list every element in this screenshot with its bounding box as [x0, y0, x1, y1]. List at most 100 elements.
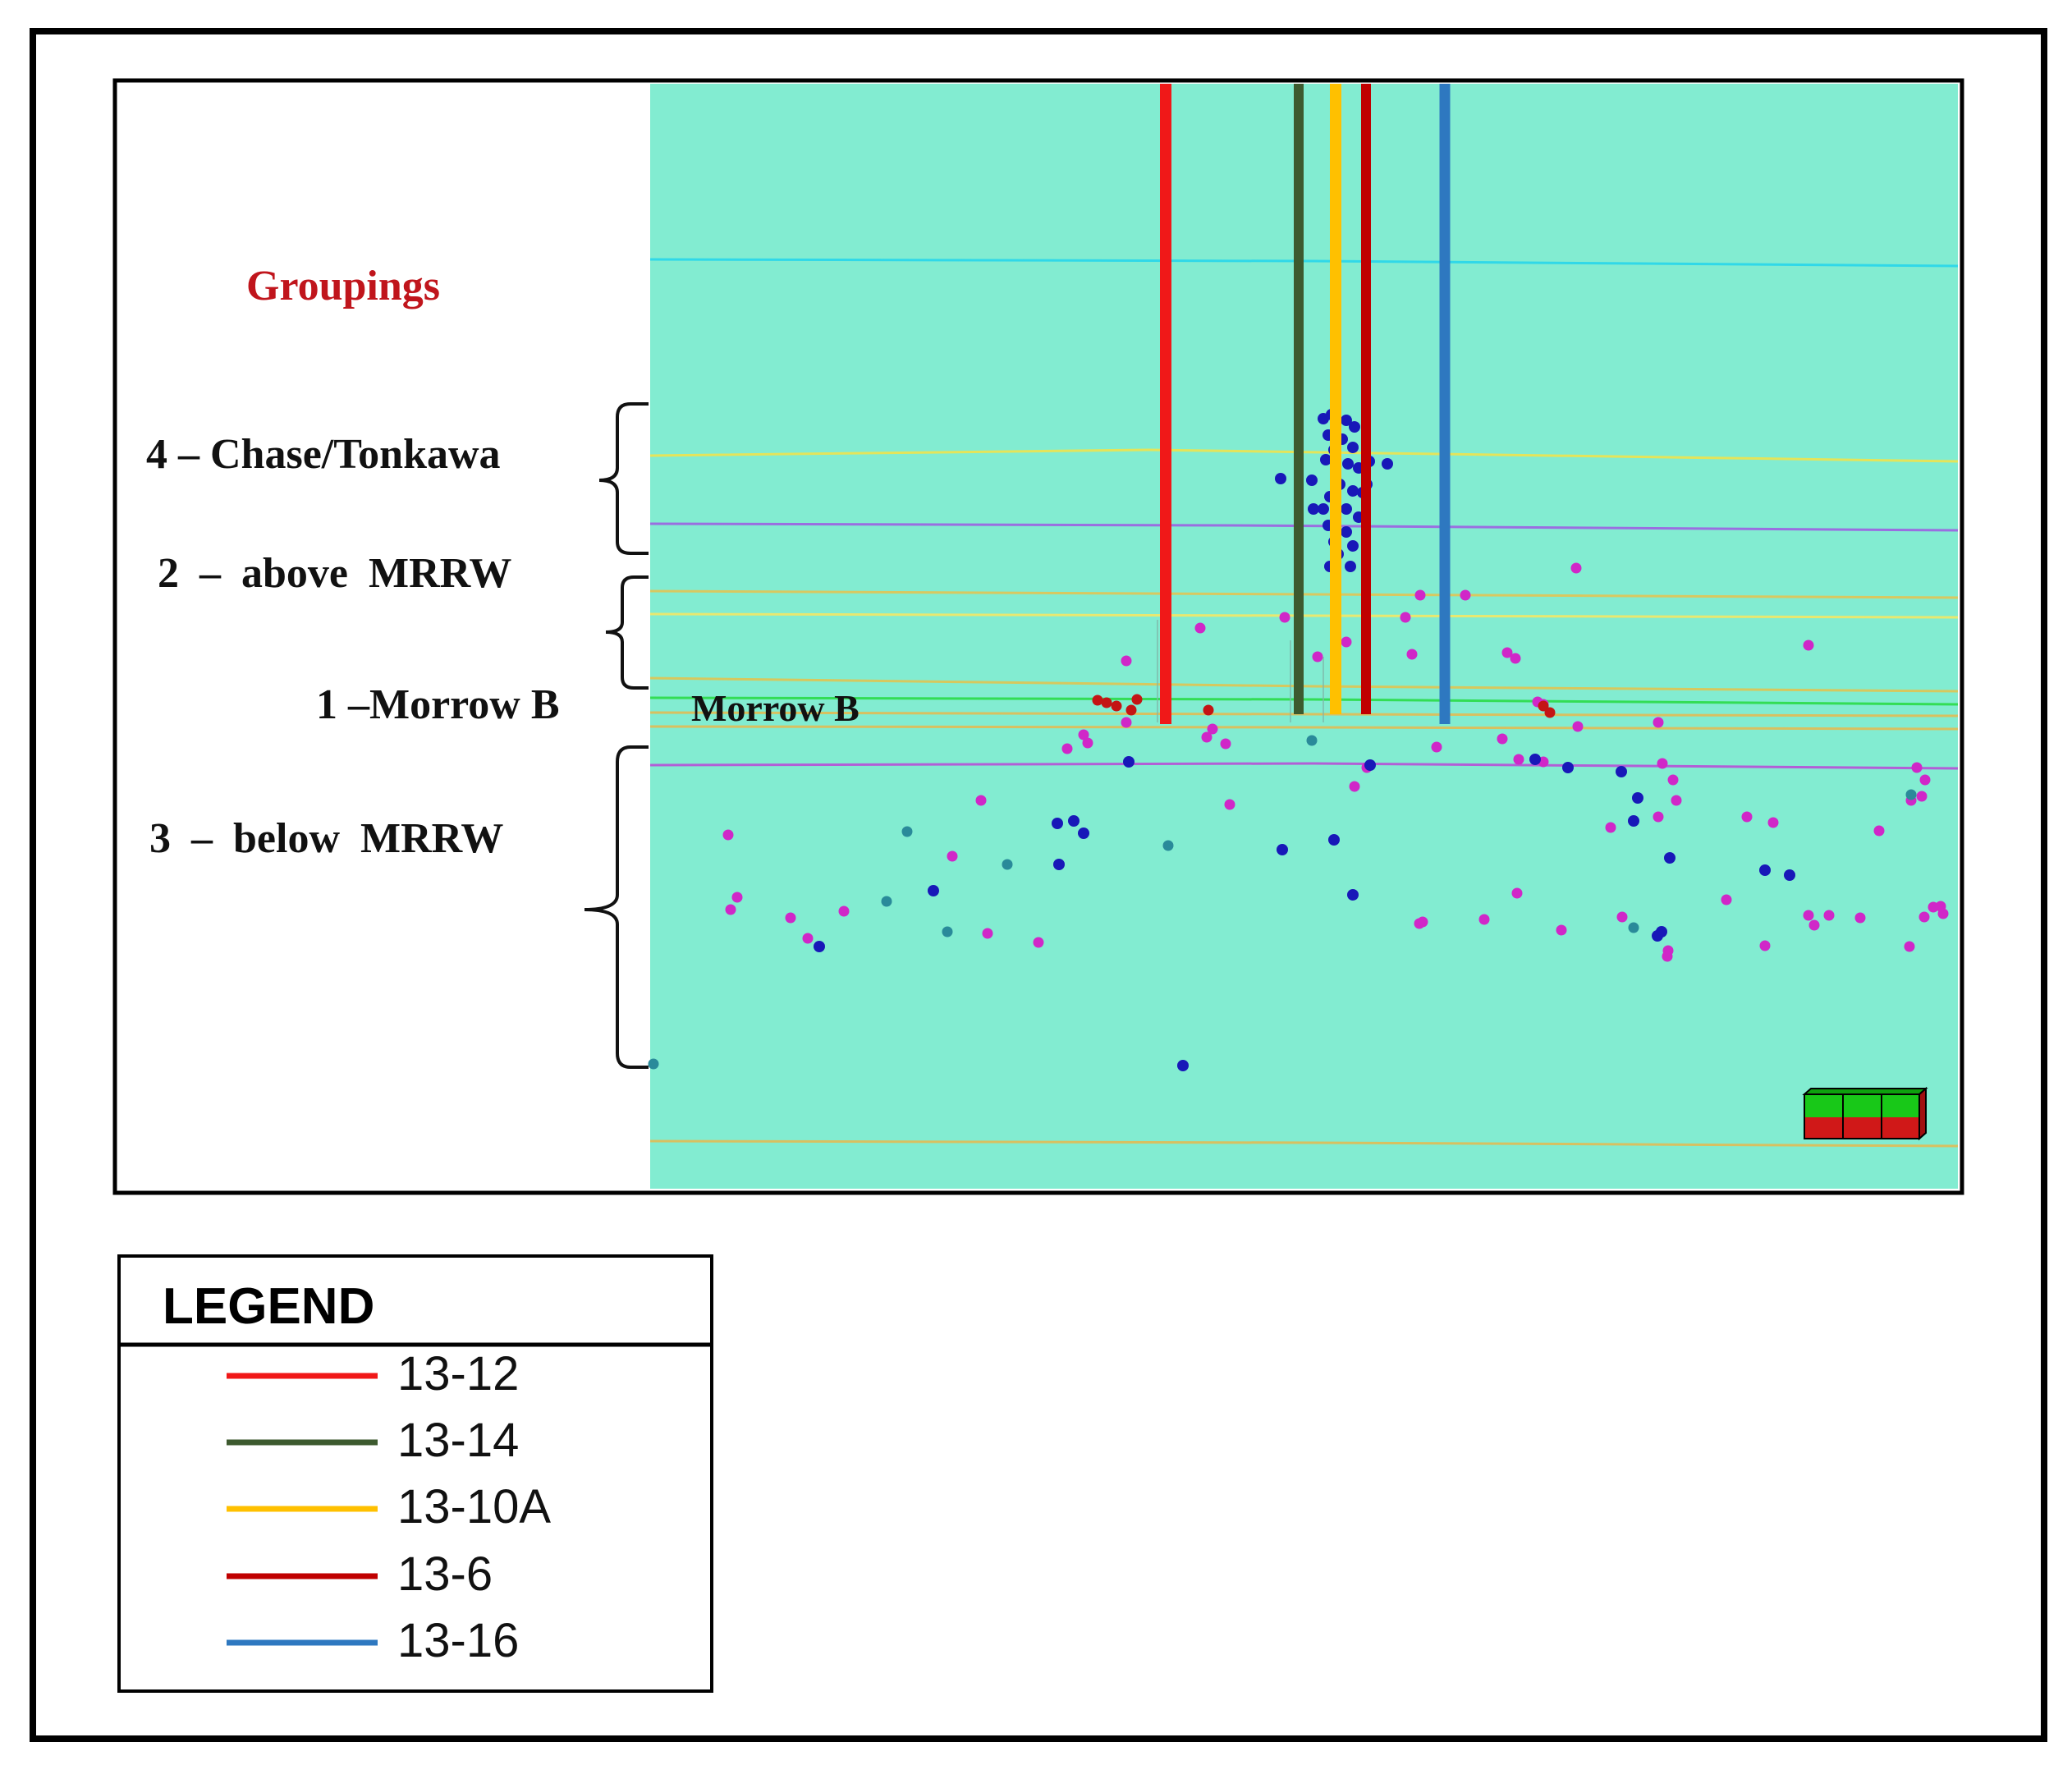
- event-point: [1667, 774, 1679, 786]
- horizon-lines: [649, 258, 1959, 1148]
- event-point: [722, 829, 734, 841]
- event-point: [1078, 827, 1089, 839]
- event-point: [1935, 901, 1946, 912]
- event-point: [1194, 622, 1206, 634]
- scale-box: [1802, 1086, 1928, 1141]
- legend: LEGEND 13-12 13-14 13-10A 13-6 13-16: [117, 1254, 713, 1693]
- event-point: [1341, 503, 1352, 515]
- event-point: [1312, 651, 1323, 662]
- microseismic-events: [648, 409, 1949, 1071]
- event-point: [838, 905, 850, 917]
- zone-label: Morrow B: [691, 687, 860, 729]
- event-point: [814, 941, 825, 952]
- event-point: [1784, 869, 1795, 881]
- legend-frame: [117, 1254, 713, 1693]
- event-point: [1478, 914, 1490, 925]
- event-point: [648, 1058, 659, 1070]
- event-point: [1511, 887, 1523, 899]
- event-point: [1653, 811, 1664, 823]
- horizon-line: [649, 696, 1959, 706]
- legend-label-13-10A: 13-10A: [397, 1480, 551, 1533]
- group-label-below-mrrw: 3 – below MRRW: [149, 815, 503, 862]
- event-point: [1364, 759, 1376, 771]
- event-point: [942, 926, 953, 938]
- event-point: [1306, 474, 1318, 486]
- event-point: [901, 826, 913, 837]
- event-point: [947, 850, 958, 862]
- event-point: [1653, 717, 1664, 728]
- event-point: [1220, 738, 1231, 750]
- event-point: [1431, 741, 1442, 753]
- event-point: [1803, 640, 1814, 651]
- event-point: [725, 904, 736, 915]
- legend-label-13-14: 13-14: [397, 1414, 519, 1467]
- scale-box-top: [1804, 1094, 1919, 1117]
- event-point: [1632, 792, 1643, 804]
- event-point: [1628, 815, 1639, 827]
- horizon-line: [649, 258, 1959, 268]
- event-point: [1803, 910, 1814, 921]
- event-point: [1082, 737, 1093, 749]
- event-point: [1616, 911, 1628, 923]
- horizon-line: [649, 1139, 1959, 1148]
- event-point: [1121, 717, 1132, 728]
- event-point: [1131, 694, 1143, 705]
- event-point: [1068, 815, 1080, 827]
- event-point: [1823, 910, 1835, 921]
- event-point: [1510, 653, 1521, 664]
- event-point: [1052, 818, 1063, 829]
- event-point: [1759, 940, 1771, 951]
- event-point: [1277, 844, 1288, 855]
- event-point: [1203, 704, 1214, 716]
- event-point: [1905, 789, 1917, 800]
- event-point: [1349, 781, 1360, 792]
- event-point: [1400, 612, 1411, 623]
- grouping-braces: [584, 402, 649, 1069]
- event-point: [982, 928, 993, 939]
- event-point: [1061, 743, 1073, 754]
- horizon-line: [649, 448, 1959, 463]
- event-point: [1919, 774, 1931, 786]
- event-point: [1382, 458, 1393, 470]
- event-point: [1320, 454, 1332, 465]
- brace-below-mrrw: [584, 745, 649, 1069]
- event-point: [1002, 859, 1013, 870]
- event-point: [1572, 721, 1584, 732]
- event-point: [1308, 503, 1319, 515]
- event-point: [1808, 919, 1820, 931]
- event-point: [1341, 636, 1352, 648]
- event-point: [975, 795, 987, 806]
- event-point: [1078, 729, 1089, 740]
- event-point: [1111, 700, 1122, 712]
- event-point: [1347, 485, 1359, 497]
- event-point: [1318, 503, 1329, 515]
- event-point: [1911, 762, 1923, 773]
- event-point: [1671, 795, 1682, 806]
- horizon-line: [649, 711, 1959, 717]
- event-point: [1347, 540, 1359, 552]
- event-point: [1121, 655, 1132, 667]
- event-point: [1628, 922, 1639, 933]
- event-point: [1162, 840, 1174, 851]
- main-panel: Morrow B Groupings 4 – Chase/Tonkawa 2 –…: [112, 78, 1964, 1195]
- event-point: [1053, 859, 1065, 870]
- event-point: [1662, 951, 1673, 962]
- event-point: [1562, 762, 1574, 773]
- event-point: [785, 912, 796, 924]
- event-point: [1767, 817, 1779, 828]
- scale-box-bottom: [1804, 1117, 1919, 1139]
- event-point: [1657, 758, 1668, 769]
- event-point: [1201, 731, 1212, 743]
- horizon-line: [649, 589, 1959, 599]
- legend-label-13-12: 13-12: [397, 1347, 519, 1401]
- event-point: [1341, 415, 1352, 426]
- event-point: [1328, 834, 1340, 846]
- horizon-line: [649, 522, 1959, 532]
- event-point: [1306, 735, 1318, 746]
- horizon-line: [649, 612, 1959, 619]
- event-point: [1854, 912, 1866, 924]
- event-point: [1177, 1060, 1189, 1071]
- event-point: [1349, 421, 1360, 433]
- event-point: [1904, 941, 1915, 952]
